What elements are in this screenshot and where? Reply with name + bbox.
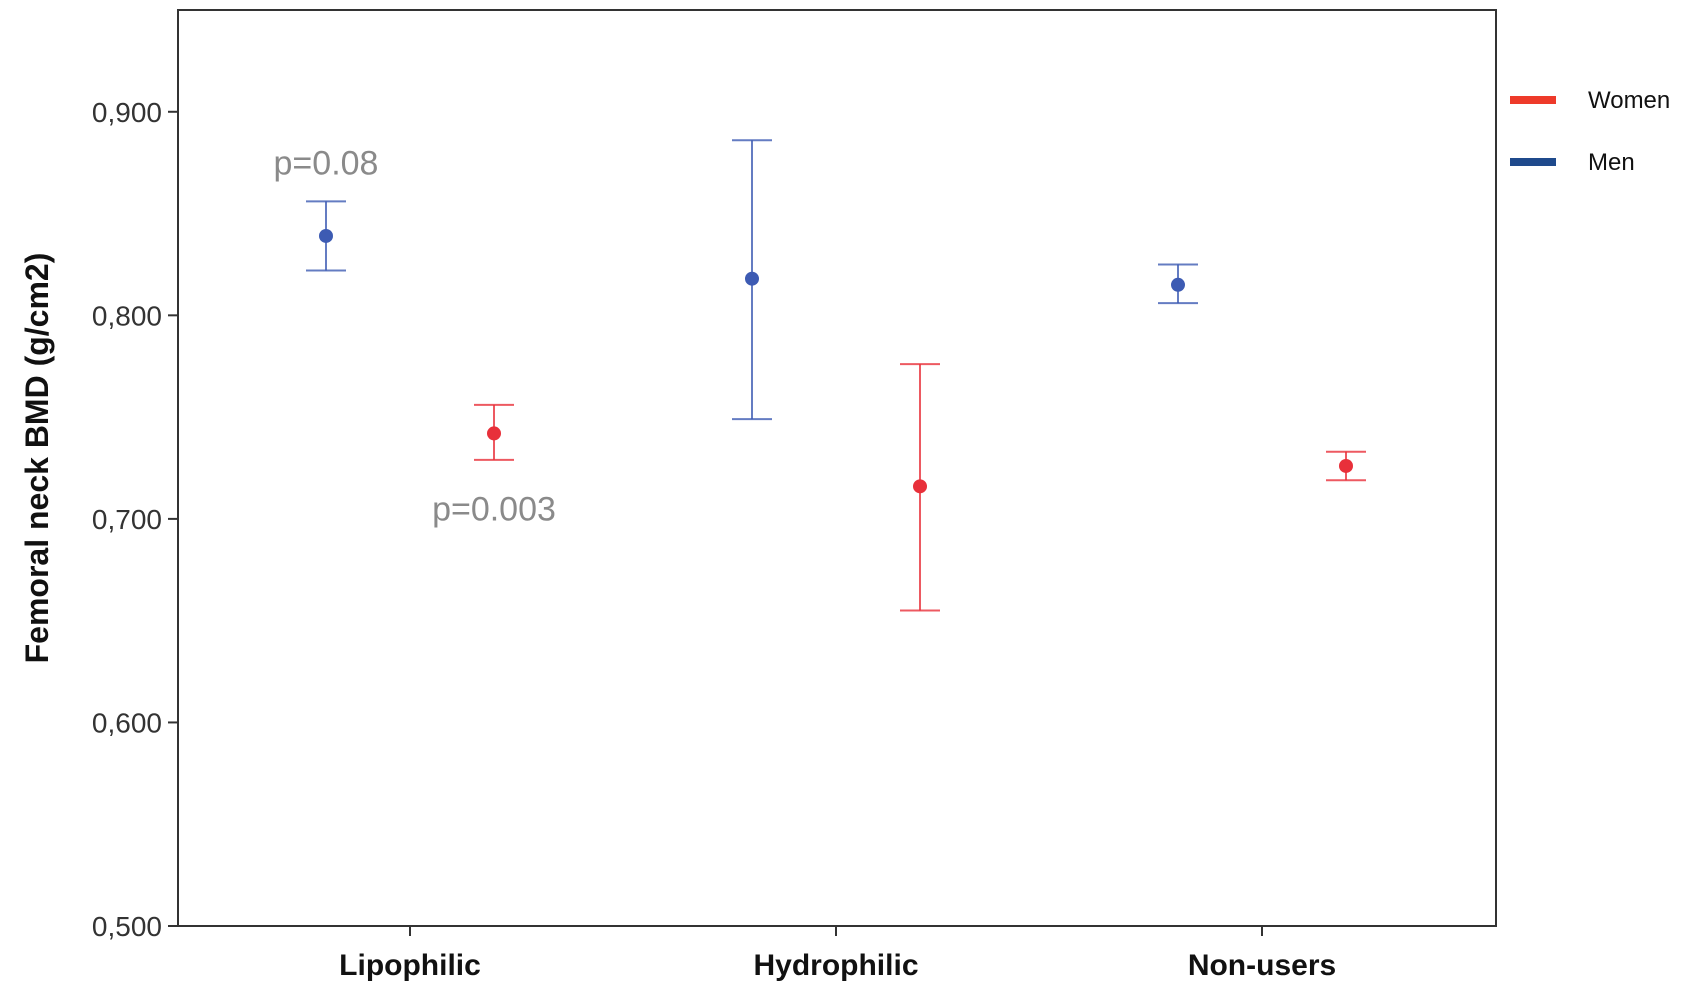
mean-point-women [1339,458,1353,473]
mean-point-men [1171,277,1185,292]
y-tick-label: 0,800 [92,300,162,331]
p-value-annotation: p=0.003 [432,491,556,529]
error-bar-women [474,403,514,461]
x-category-label: Non-users [1188,949,1336,982]
y-tick-label: 0,600 [92,707,162,738]
error-bar-women [1326,450,1366,482]
x-category-label: Lipophilic [339,949,481,982]
mean-point-men [745,271,759,286]
legend-label-women: Women [1588,87,1670,114]
mean-point-women [487,426,501,441]
legend-swatch-men [1510,158,1556,166]
y-tick-label: 0,500 [92,911,162,942]
y-tick-label: 0,700 [92,504,162,535]
x-category-label: Hydrophilic [753,949,918,982]
error-bar-women [900,363,940,612]
y-axis-title: Femoral neck BMD (g/cm2) [19,253,55,664]
mean-point-women [913,479,927,494]
mean-point-men [319,228,333,243]
p-value-annotation: p=0.08 [274,145,379,183]
error-bar-men [1158,263,1198,305]
y-tick-label: 0,900 [92,97,162,128]
error-bar-men [306,200,346,272]
error-bar-men [732,139,772,421]
legend-label-men: Men [1588,149,1635,176]
legend-swatch-women [1510,96,1556,104]
